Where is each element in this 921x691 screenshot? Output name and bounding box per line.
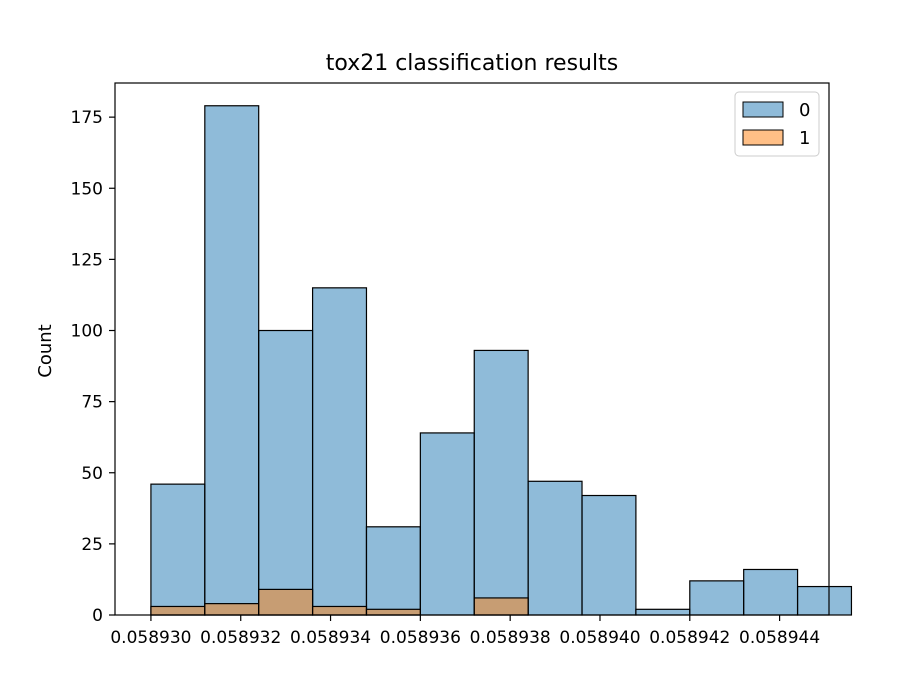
y-tick-label: 125 [71,250,103,270]
histogram-bar-series-0-1 [204,105,260,616]
histogram-bar-series-1-2 [258,588,314,616]
plot-frame [114,82,830,616]
legend: 0 1 [734,91,820,157]
y-tick-label: 150 [71,179,103,199]
histogram-bar-series-0-10 [689,580,745,616]
histogram-bar-series-1-1 [204,603,260,616]
x-tick-label: 0.058930 [110,628,191,648]
x-tick-label: 0.058936 [380,628,461,648]
y-axis-label: Count [35,324,56,377]
y-ticks-group: 0 25 50 75 100 125 150 175 [71,108,115,626]
x-tick-label: 0.058934 [290,628,371,648]
y-tick-label: 75 [81,393,103,413]
x-tick-label: 0.058940 [559,628,640,648]
legend-swatch-1 [742,129,784,146]
y-tick-label: 50 [81,464,103,484]
histogram-bar-series-1-3 [311,605,368,616]
histogram-bar-series-1-0 [150,605,206,616]
y-tick-label: 25 [81,535,103,555]
legend-label-1: 1 [799,128,810,149]
x-tick-label: 0.058944 [739,628,820,648]
x-ticks-group: 0.058930 0.058932 0.058934 0.058936 0.058938… [110,615,820,648]
chart-title: tox21 classification results [326,51,618,76]
histogram-bar-series-0-0 [150,483,206,616]
x-tick-label: 0.058938 [470,628,551,648]
histogram-bar-series-1-6 [473,597,529,616]
histogram-bar-series-0-8 [581,494,637,616]
histogram-bar-series-0-11 [743,568,799,616]
histogram-bar-series-0-6 [473,349,529,616]
histogram-bar-series-0-5 [419,432,475,616]
histogram-bar-series-0-7 [527,480,583,616]
histogram-bar-series-0-12 [796,585,853,616]
histogram-bar-series-0-9 [635,608,691,616]
bars-group [150,105,853,616]
histogram-bar-series-0-4 [365,526,421,616]
y-tick-label: 0 [92,606,103,626]
histogram-bar-series-0-2 [258,329,314,616]
histogram-bar-series-0-3 [311,287,368,616]
x-tick-label: 0.058942 [649,628,730,648]
x-tick-label: 0.058932 [200,628,281,648]
legend-swatch-0 [742,101,784,118]
y-tick-label: 175 [71,108,103,128]
y-tick-label: 100 [71,322,103,342]
histogram-bar-series-1-4 [365,608,421,616]
legend-label-0: 0 [799,100,810,121]
